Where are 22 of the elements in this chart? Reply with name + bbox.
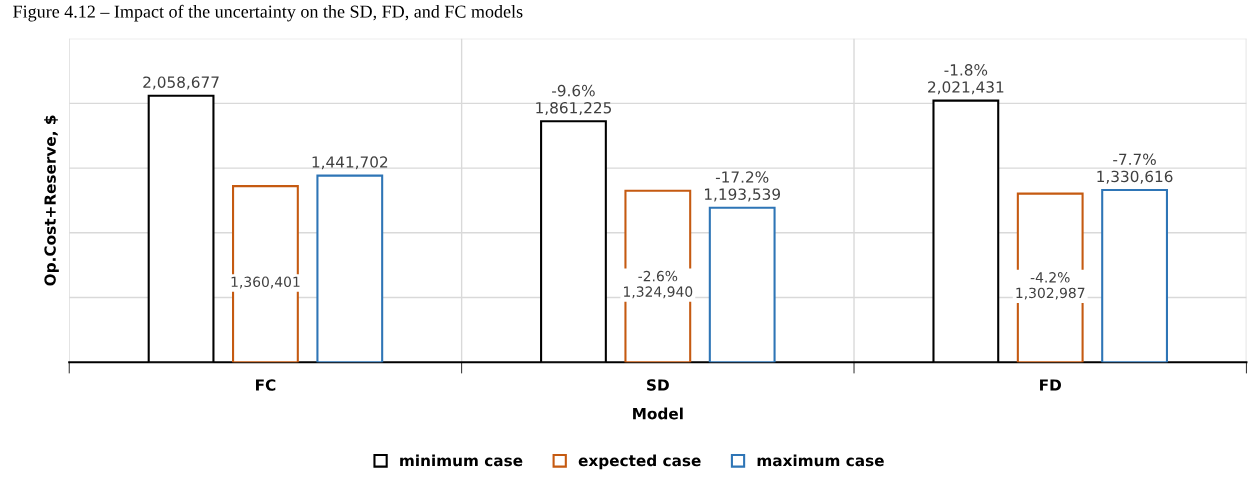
data-label: -2.6% 1,324,940 <box>624 270 693 299</box>
x-tick-label: FC <box>256 379 276 391</box>
data-label: 2,058,677 <box>143 76 219 90</box>
x-tick-label: SD <box>647 379 669 391</box>
bar <box>316 174 384 363</box>
x-tick-label: FD <box>1040 379 1061 391</box>
data-label: -4.2% 1,302,987 <box>1016 272 1085 300</box>
x-axis-title: Model <box>633 407 683 420</box>
data-label: 1,360,401 <box>231 276 300 289</box>
chart-title: Figure 4.12 – Impact of the uncertainty on the SD, FD, and FC models <box>13 4 523 22</box>
bar <box>708 206 776 363</box>
data-label: 1,441,702 <box>312 156 388 170</box>
data-label: -7.7% 1,330,616 <box>1097 153 1173 184</box>
legend-label: minimum case <box>400 454 523 467</box>
bar <box>232 185 299 363</box>
legend-label: expected case <box>578 454 701 470</box>
legend-label: maximum case <box>757 454 884 467</box>
data-label: -1.8% 2,021,431 <box>928 64 1004 95</box>
bar <box>1101 188 1168 363</box>
y-axis-title: Op.Cost+Reserve, $ <box>44 115 59 286</box>
data-label: -9.6% 1,861,225 <box>536 84 612 116</box>
data-label: -17.2% 1,193,539 <box>704 171 780 202</box>
